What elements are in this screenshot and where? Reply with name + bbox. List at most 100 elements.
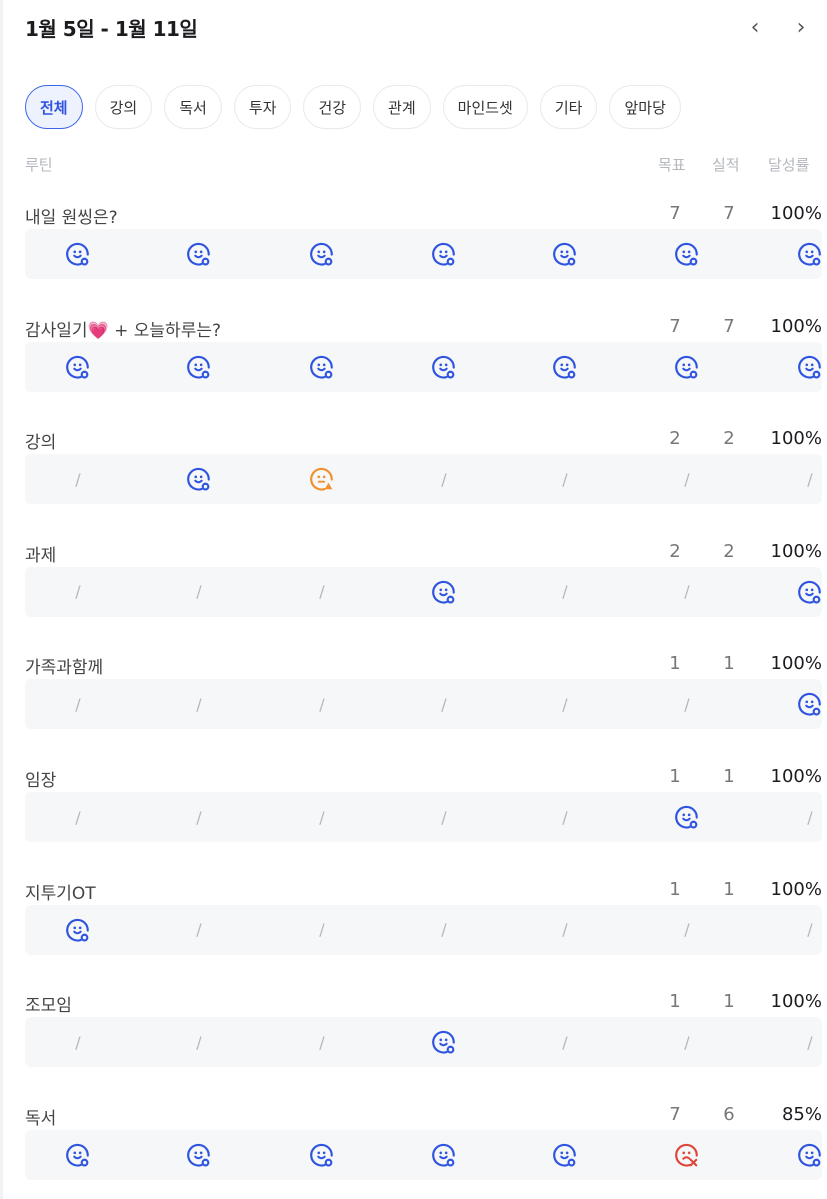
- prev-week-button[interactable]: ‹: [743, 14, 767, 42]
- smile-check-icon: [65, 917, 91, 943]
- tab-5[interactable]: 관계: [373, 85, 431, 129]
- day-cell-empty[interactable]: /: [179, 679, 219, 729]
- day-cell-empty[interactable]: /: [545, 454, 585, 504]
- slash-icon: /: [75, 694, 81, 714]
- day-cell-empty[interactable]: /: [667, 1017, 707, 1067]
- day-cell[interactable]: [424, 1017, 464, 1067]
- day-cell[interactable]: [58, 905, 98, 955]
- day-cell[interactable]: [58, 1130, 98, 1180]
- day-cell-empty[interactable]: /: [790, 454, 827, 504]
- tab-0[interactable]: 전체: [25, 85, 83, 129]
- goal-value: 7: [669, 315, 681, 337]
- day-cell-empty[interactable]: /: [424, 905, 464, 955]
- day-cells: / / / / / /: [25, 792, 822, 842]
- routine-name: 임장: [25, 771, 57, 791]
- day-cell[interactable]: [424, 1130, 464, 1180]
- day-cell[interactable]: [424, 342, 464, 392]
- tab-3[interactable]: 투자: [233, 85, 292, 129]
- smile-check-icon: [65, 241, 91, 267]
- day-cell[interactable]: [302, 1130, 342, 1180]
- day-cell[interactable]: [179, 342, 219, 392]
- day-cell-empty[interactable]: /: [545, 567, 585, 617]
- day-cell[interactable]: [790, 679, 827, 729]
- day-cell-empty[interactable]: /: [302, 792, 342, 842]
- tab-1[interactable]: 강의: [94, 85, 153, 129]
- day-cell[interactable]: [179, 1130, 219, 1180]
- smile-check-icon: [797, 579, 823, 605]
- slash-icon: /: [75, 469, 81, 489]
- day-cell-empty[interactable]: /: [58, 454, 98, 504]
- day-cell[interactable]: [790, 342, 827, 392]
- tab-7[interactable]: 기타: [539, 85, 598, 129]
- day-cell-empty[interactable]: /: [179, 905, 219, 955]
- day-cell[interactable]: [424, 567, 464, 617]
- slash-icon: /: [196, 582, 202, 602]
- slash-icon: /: [196, 1032, 202, 1052]
- slash-icon: /: [319, 807, 325, 827]
- day-cell[interactable]: [179, 229, 219, 279]
- goal-value: 7: [669, 203, 681, 224]
- tab-2[interactable]: 독서: [164, 85, 222, 129]
- day-cell-empty[interactable]: /: [302, 905, 342, 955]
- day-cell[interactable]: [302, 454, 342, 504]
- day-cell[interactable]: [790, 1130, 827, 1180]
- day-cell-empty[interactable]: /: [545, 1017, 585, 1067]
- day-cell[interactable]: [790, 229, 827, 279]
- tab-4[interactable]: 건강: [303, 85, 362, 129]
- day-cell[interactable]: [667, 1130, 707, 1180]
- day-cell[interactable]: [302, 342, 342, 392]
- day-cell-empty[interactable]: /: [667, 454, 707, 504]
- day-cell-empty[interactable]: /: [667, 567, 707, 617]
- smile-check-icon: [186, 466, 212, 492]
- goal-value: 1: [669, 991, 681, 1013]
- day-cell[interactable]: [424, 229, 464, 279]
- tab-8[interactable]: 앞마당: [609, 85, 681, 129]
- day-cell-empty[interactable]: /: [302, 567, 342, 617]
- goal-value: 2: [669, 428, 681, 450]
- tab-6[interactable]: 마인드셋: [442, 85, 528, 129]
- achievement-rate: 100%: [770, 203, 822, 224]
- day-cell-empty[interactable]: /: [790, 792, 827, 842]
- day-cell[interactable]: [58, 229, 98, 279]
- slash-icon: /: [562, 1032, 568, 1052]
- day-cell-empty[interactable]: /: [179, 567, 219, 617]
- day-cell-empty[interactable]: /: [302, 1017, 342, 1067]
- smile-check-icon: [65, 354, 91, 380]
- day-cell-empty[interactable]: /: [667, 679, 707, 729]
- day-cell-empty[interactable]: /: [545, 679, 585, 729]
- day-cell-empty[interactable]: /: [424, 679, 464, 729]
- next-week-button[interactable]: ›: [789, 14, 813, 42]
- slash-icon: /: [319, 694, 325, 714]
- day-cell-empty[interactable]: /: [179, 1017, 219, 1067]
- day-cell[interactable]: [545, 1130, 585, 1180]
- day-cell-empty[interactable]: /: [302, 679, 342, 729]
- day-cell-empty[interactable]: /: [179, 792, 219, 842]
- day-cell[interactable]: [58, 342, 98, 392]
- day-cell-empty[interactable]: /: [424, 792, 464, 842]
- day-cell-empty[interactable]: /: [424, 454, 464, 504]
- day-cell-empty[interactable]: /: [790, 905, 827, 955]
- day-cell-empty[interactable]: /: [790, 1017, 827, 1067]
- category-tabs: 전체 강의 독서 투자 건강 관계 마인드셋 기타 앞마당: [25, 85, 681, 129]
- day-cell[interactable]: [302, 229, 342, 279]
- day-cell-empty[interactable]: /: [58, 567, 98, 617]
- day-cell[interactable]: [545, 342, 585, 392]
- day-cell[interactable]: [667, 229, 707, 279]
- day-cell[interactable]: [667, 342, 707, 392]
- column-header-rate: 달성률: [768, 156, 810, 174]
- day-cell-empty[interactable]: /: [58, 792, 98, 842]
- goal-value: 2: [669, 540, 681, 562]
- day-cell-empty[interactable]: /: [58, 1017, 98, 1067]
- day-cell-empty[interactable]: /: [545, 792, 585, 842]
- day-cell-empty[interactable]: /: [58, 679, 98, 729]
- day-cell[interactable]: [790, 567, 827, 617]
- day-cell[interactable]: [545, 229, 585, 279]
- actual-value: 2: [723, 540, 735, 562]
- day-cell-empty[interactable]: /: [545, 905, 585, 955]
- day-cell-empty[interactable]: /: [667, 905, 707, 955]
- slash-icon: /: [684, 694, 690, 714]
- slash-icon: /: [562, 920, 568, 940]
- slash-icon: /: [807, 1032, 813, 1052]
- day-cell[interactable]: [667, 792, 707, 842]
- day-cell[interactable]: [179, 454, 219, 504]
